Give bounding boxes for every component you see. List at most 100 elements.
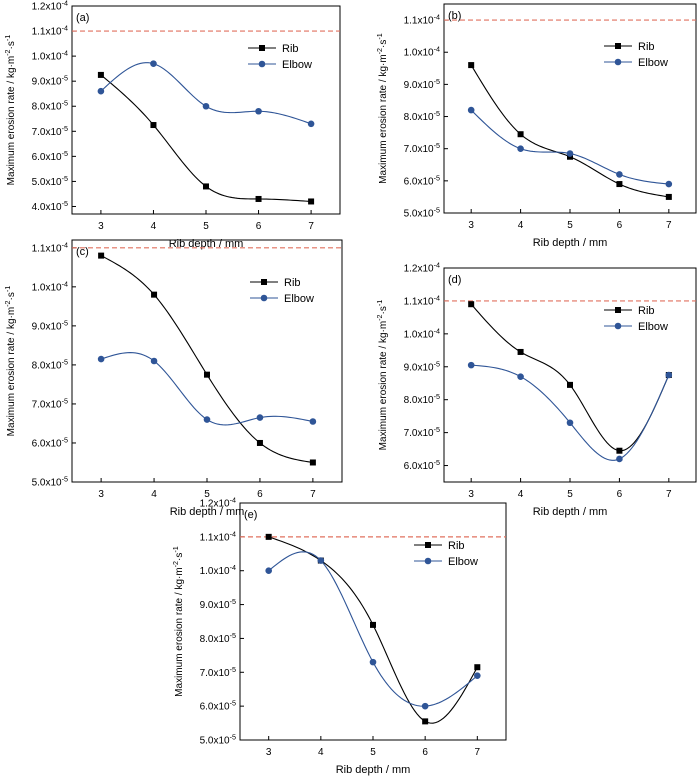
y-tick-label: 6.0x10-5 <box>200 698 236 713</box>
x-tick-label: 6 <box>422 747 428 758</box>
rib-point <box>98 252 105 259</box>
elbow-point <box>566 150 574 157</box>
x-axis-label: Rib depth / mm <box>533 506 608 518</box>
x-tick-label: 3 <box>98 221 104 232</box>
y-tick-label: 1.1x10-4 <box>200 529 236 544</box>
y-tick-label: 7.0x10-5 <box>404 141 440 156</box>
rib-point <box>517 131 524 138</box>
y-tick-label: 1.2x10-4 <box>32 0 68 13</box>
y-tick-label: 4.0x10-5 <box>32 198 68 213</box>
x-tick-label: 4 <box>151 221 157 232</box>
rib-point <box>616 447 623 454</box>
x-tick-label: 7 <box>475 747 481 758</box>
x-tick-label: 4 <box>318 747 324 758</box>
series-line-elbow <box>268 551 478 707</box>
y-tick-label: 9.0x10-5 <box>404 359 440 374</box>
legend-marker-rib <box>615 307 621 313</box>
elbow-point <box>150 60 157 67</box>
y-tick-label: 1.0x10-4 <box>32 48 68 63</box>
x-tick-label: 5 <box>370 747 376 758</box>
legend-label: Elbow <box>448 556 478 568</box>
legend-marker-rib <box>259 45 265 51</box>
x-axis-label: Rib depth / mm <box>169 238 244 250</box>
y-tick-label: 8.0x10-5 <box>200 630 236 645</box>
elbow-point <box>616 455 623 463</box>
chart-panel-1: 5.0x10-5 6.0x10-5 7.0x10-5 8.0x10-5 9.0x10-5… <box>375 3 697 249</box>
y-tick-label: 8.0x10-5 <box>32 98 68 113</box>
legend-marker-rib <box>615 43 621 49</box>
elbow-point <box>256 414 264 421</box>
x-tick-label: 3 <box>468 220 474 231</box>
x-tick-label: 4 <box>518 220 524 231</box>
y-tick-label: 6.0x10-5 <box>32 148 68 163</box>
elbow-point <box>616 171 623 178</box>
legend-label: Elbow <box>284 293 314 305</box>
legend-label: Elbow <box>638 57 668 69</box>
elbow-point <box>307 120 315 128</box>
y-tick-label: 1.2x10-4 <box>404 260 440 275</box>
x-tick-label: 4 <box>151 489 157 500</box>
x-tick-label: 7 <box>666 489 672 500</box>
rib-point <box>517 348 524 355</box>
legend-label: Rib <box>284 277 301 289</box>
rib-point <box>265 533 272 540</box>
elbow-point <box>150 357 158 365</box>
x-tick-label: 3 <box>468 489 474 500</box>
y-tick-label: 8.0x10-5 <box>32 357 68 372</box>
y-tick-label: 1.0x10-4 <box>404 326 440 341</box>
legend-label: Elbow <box>282 59 312 71</box>
rib-point <box>616 181 623 188</box>
y-tick-label: 9.0x10-5 <box>404 76 440 91</box>
y-tick-label: 7.0x10-5 <box>32 123 68 138</box>
elbow-point <box>369 658 377 666</box>
elbow-point <box>665 371 673 379</box>
elbow-point <box>265 567 272 575</box>
elbow-point <box>202 102 210 110</box>
rib-point <box>567 381 573 388</box>
x-tick-label: 5 <box>567 489 573 500</box>
legend-marker-rib <box>425 542 431 548</box>
elbow-point <box>474 672 481 679</box>
elbow-point <box>467 361 475 369</box>
y-tick-label: 9.0x10-5 <box>32 73 68 88</box>
series-line-rib <box>100 74 312 203</box>
elbow-point <box>317 557 325 564</box>
y-tick-label: 7.0x10-5 <box>404 425 440 440</box>
elbow-point <box>255 107 262 115</box>
legend-label: Rib <box>638 305 655 317</box>
rib-point <box>370 621 376 628</box>
y-tick-label: 5.0x10-5 <box>404 205 440 220</box>
y-tick-label: 6.0x10-5 <box>404 458 440 473</box>
panel-label: (d) <box>448 274 461 286</box>
x-tick-label: 5 <box>567 220 573 231</box>
x-tick-label: 5 <box>203 221 209 232</box>
elbow-point <box>665 180 673 188</box>
y-axis-label: Maximum erosion rate / kg·m-2·s-1 <box>171 546 186 697</box>
y-tick-label: 8.0x10-5 <box>404 392 440 407</box>
panel-label: (a) <box>76 12 89 24</box>
rib-point <box>468 62 475 69</box>
rib-point <box>256 439 263 446</box>
elbow-point <box>566 419 574 427</box>
series-line-elbow <box>100 62 312 125</box>
y-tick-label: 1.2x10-4 <box>200 495 236 510</box>
series-line-rib <box>470 64 669 198</box>
elbow-point <box>517 373 524 380</box>
elbow-point <box>517 145 524 152</box>
y-tick-label: 9.0x10-5 <box>32 318 68 333</box>
x-tick-label: 4 <box>518 489 524 500</box>
rib-point <box>309 459 316 466</box>
x-tick-label: 6 <box>257 489 263 500</box>
x-tick-label: 7 <box>666 220 672 231</box>
y-tick-label: 1.1x10-4 <box>404 293 440 308</box>
y-axis-label: Maximum erosion rate / kg·m-2·s-1 <box>375 33 390 184</box>
x-tick-label: 6 <box>256 221 262 232</box>
y-axis-label: Maximum erosion rate / kg·m-2·s-1 <box>3 35 18 186</box>
x-axis-label: Rib depth / mm <box>336 764 411 776</box>
rib-point <box>255 195 262 202</box>
rib-point <box>203 183 209 190</box>
rib-point <box>308 198 315 205</box>
legend-marker-elbow <box>260 294 268 302</box>
y-axis-label: Maximum erosion rate / kg·m-2·s-1 <box>375 300 390 451</box>
legend-marker-elbow <box>614 58 622 66</box>
